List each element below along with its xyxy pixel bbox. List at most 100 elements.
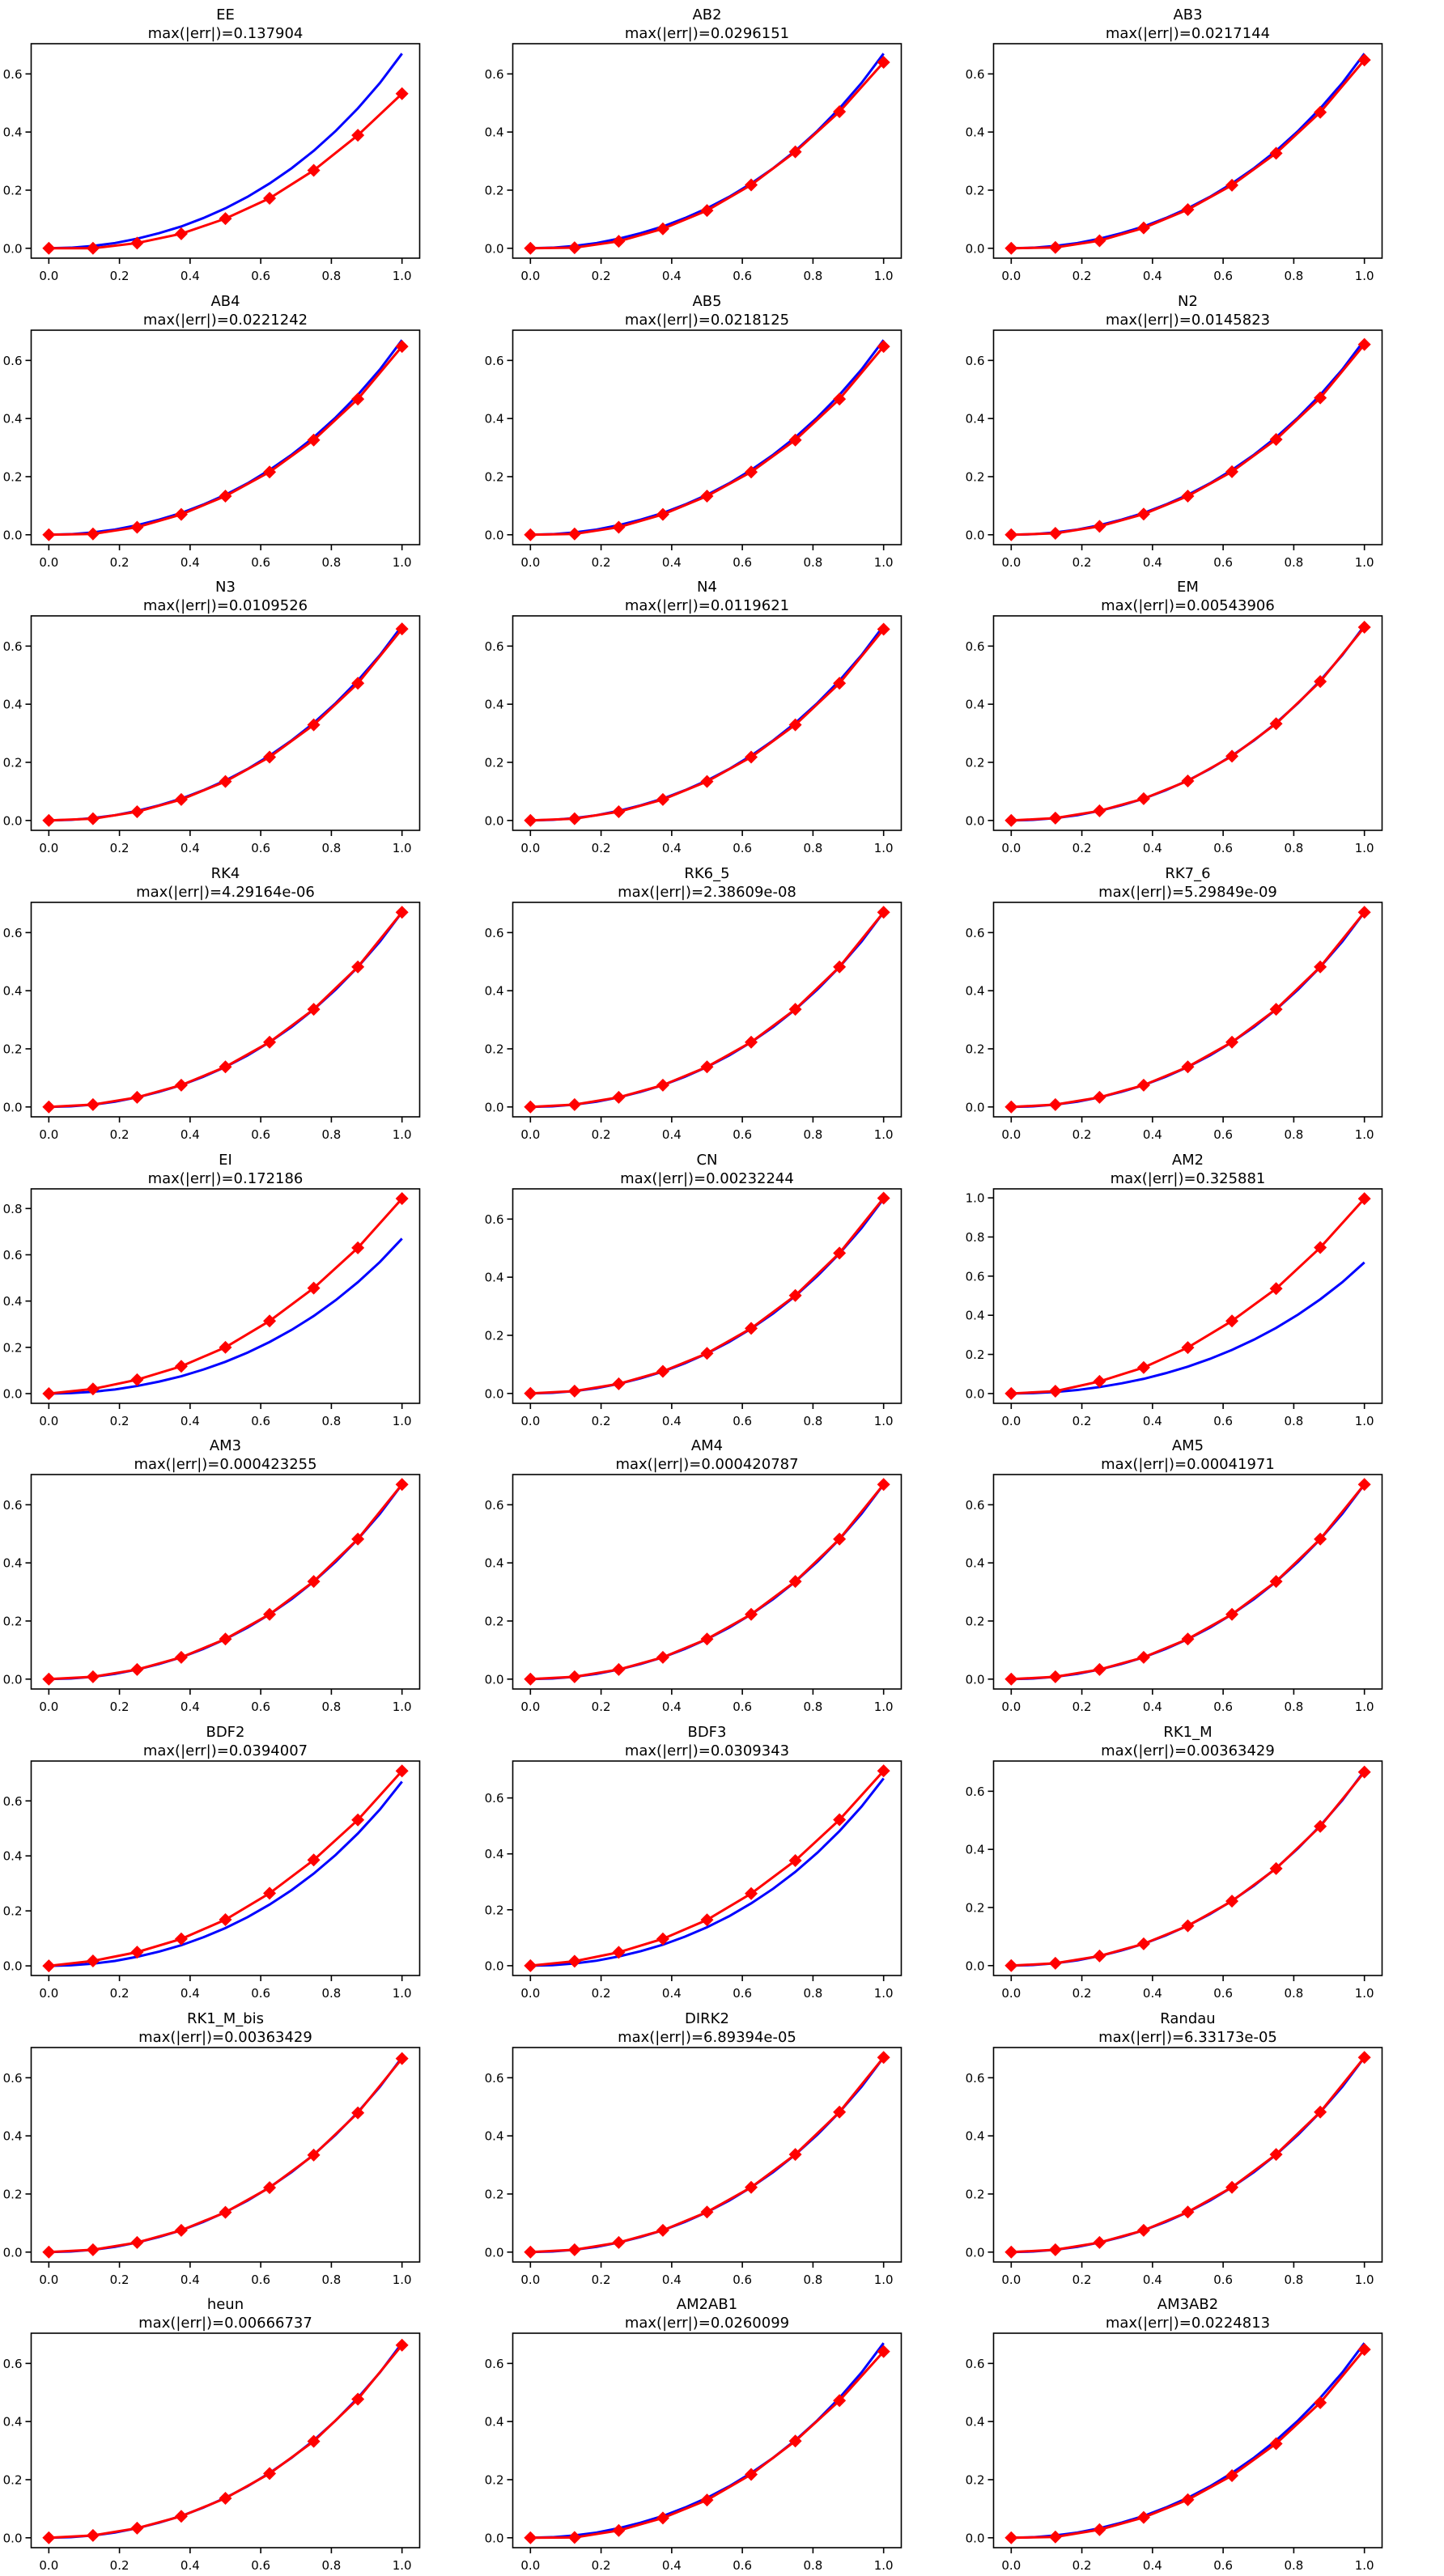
x-tick-label: 0.2 [591,269,610,283]
x-tick-label: 0.6 [733,1414,752,1428]
subplot-title: BDF2 [206,1724,245,1741]
numerical-markers [42,622,409,828]
subplot-title: EE [216,6,235,23]
x-tick-label: 0.8 [321,1127,341,1142]
y-tick-label: 0.0 [3,1959,23,1974]
numerical-curve-line [529,911,885,1109]
x-tick-label: 1.0 [873,1127,893,1142]
x-tick-label: 0.0 [1002,555,1021,570]
subplot-title: RK1_M_bis [187,2010,264,2027]
numerical-markers [523,622,890,828]
x-tick-label: 1.0 [873,1414,893,1428]
exact-curve-line [49,1780,403,1967]
y-tick-label: 0.2 [3,2473,23,2488]
y-tick-label: 0.2 [3,469,23,484]
x-tick-label: 0.4 [1143,2558,1162,2573]
y-tick-label: 0.0 [966,814,985,829]
x-tick-label: 1.0 [1355,269,1374,283]
y-tick-label: 0.6 [484,1791,503,1806]
axes-box [512,329,902,545]
exact-curve-line [1011,1261,1365,1395]
y-tick-label: 0.6 [966,2357,985,2371]
exact-curve-line [529,2342,885,2540]
y-tick-label: 0.2 [484,469,503,484]
y-tick-label: 0.2 [3,183,23,197]
y-tick-label: 0.4 [3,1294,23,1309]
subplot-subtitle: max(|err|)=4.29164e-06 [136,884,315,901]
subplot-title: AM2 [1172,1152,1204,1169]
subplot-subtitle: max(|err|)=0.000420787 [615,1456,798,1473]
subplot-subtitle: max(|err|)=0.0260099 [625,2315,789,2332]
x-tick-label: 0.0 [520,1700,540,1714]
exact-curve-line [49,625,403,822]
x-tick-label: 1.0 [873,2558,893,2573]
y-tick-label: 0.2 [966,756,985,770]
x-tick-label: 0.8 [1285,1986,1304,2001]
x-tick-label: 0.8 [803,2273,822,2287]
subplot-title: AM2AB1 [676,2296,737,2313]
numerical-markers [1004,2343,1371,2545]
y-tick-label: 0.4 [3,2128,23,2143]
subplot-heun: heun max(|err|)=0.00666737 0.0 0.2 0.4 0.6 0.8… [3,2296,421,2573]
exact-curve-line [49,2056,403,2253]
x-tick-label: 0.2 [110,1414,130,1428]
subplot-title: RK4 [211,865,240,882]
x-tick-label: 0.6 [733,2558,752,2573]
y-tick-label: 0.8 [966,1230,985,1245]
x-tick-label: 0.4 [662,841,682,855]
subplot-title: N3 [215,579,236,596]
x-tick-label: 0.0 [520,2273,540,2287]
x-tick-label: 0.8 [1285,841,1304,855]
subplot-subtitle: max(|err|)=0.00363429 [138,2029,312,2046]
y-tick-label: 0.6 [3,2070,23,2085]
numerical-curve-line [1011,2349,1366,2540]
x-tick-label: 1.0 [393,1127,412,1142]
numerical-curve-line [529,2056,885,2253]
subplot-title: RK6_5 [684,865,729,882]
x-tick-label: 0.4 [662,1700,682,1714]
x-tick-label: 0.4 [180,2558,200,2573]
x-tick-label: 0.8 [803,1700,822,1714]
subplot-subtitle: max(|err|)=0.00543906 [1102,597,1276,614]
x-tick-label: 0.8 [321,1700,341,1714]
numerical-curve-line [49,911,403,1109]
x-tick-label: 0.8 [321,555,341,570]
x-tick-label: 1.0 [1355,555,1374,570]
x-tick-label: 0.2 [591,2273,610,2287]
x-tick-label: 0.0 [39,1700,58,1714]
x-tick-label: 0.4 [1143,1414,1162,1428]
x-tick-label: 0.2 [110,1986,130,2001]
x-tick-label: 0.4 [1143,1700,1162,1714]
numerical-markers [42,87,409,255]
exact-curve-line [1011,53,1366,250]
exact-curve-line [1011,911,1366,1109]
subplot-subtitle: max(|err|)=0.325881 [1111,1170,1266,1187]
exact-curve-line [49,2342,403,2540]
x-tick-label: 0.2 [1072,555,1092,570]
axes-box [30,902,421,1118]
y-tick-label: 0.4 [3,2415,23,2430]
subplot-AB2: AB2 max(|err|)=0.0296151 0.0 0.2 0.4 0.6 0.8 1.… [484,6,902,283]
y-tick-label: 0.2 [484,1328,503,1343]
x-tick-label: 0.2 [110,1127,130,1142]
y-tick-label: 0.0 [966,1673,985,1687]
y-tick-label: 0.0 [484,1100,503,1114]
x-tick-label: 0.0 [39,1986,58,2001]
y-tick-label: 0.2 [484,1615,503,1629]
x-tick-label: 0.6 [733,1127,752,1142]
subplot-subtitle: max(|err|)=0.0217144 [1106,25,1270,42]
y-tick-label: 0.0 [484,2531,503,2546]
axes-box [30,1187,421,1404]
x-tick-label: 0.2 [110,1700,130,1714]
subplot-DIRK2: DIRK2 max(|err|)=6.89394e-05 0.0 0.2 0.4 0.6 0… [484,2010,902,2287]
y-tick-label: 0.6 [966,67,985,82]
axes-box [30,329,421,545]
y-tick-label: 0.2 [484,183,503,197]
y-tick-label: 0.4 [3,411,23,426]
subplot-subtitle: max(|err|)=0.0224813 [1106,2315,1270,2332]
y-tick-label: 0.4 [484,411,503,426]
numerical-curve-line [1011,59,1366,250]
x-tick-label: 0.4 [662,1986,682,2001]
x-tick-label: 0.2 [1072,1700,1092,1714]
